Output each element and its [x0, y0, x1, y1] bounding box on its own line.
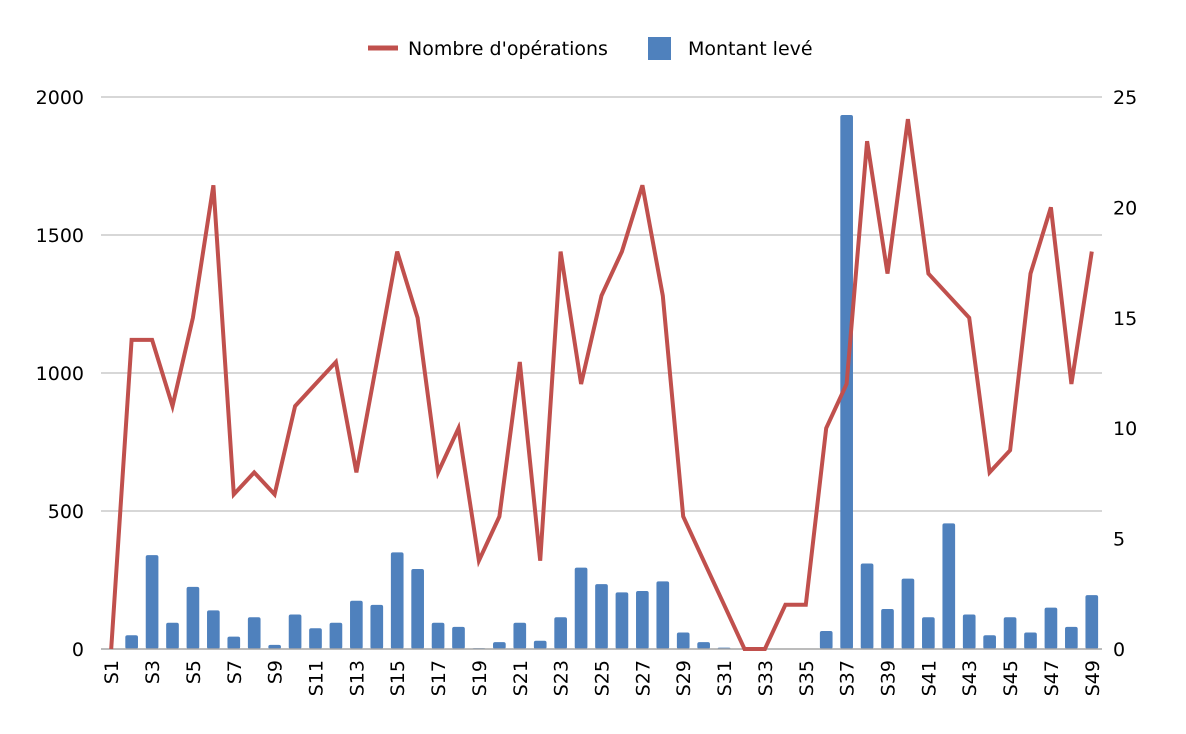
x-tick-S25: S25: [592, 660, 614, 696]
y-right-tick-3: 15: [1113, 308, 1137, 330]
legend-swatch-amount: [648, 37, 671, 60]
y-right-tick-labels: 0 5 10 15 20 25: [1113, 87, 1137, 661]
x-tick-S1: S1: [101, 660, 123, 684]
bar-S48: [1065, 626, 1078, 649]
bar-S4: [166, 622, 179, 649]
bar-S18: [452, 626, 465, 649]
x-tick-S15: S15: [387, 660, 409, 696]
legend: Nombre d'opérations Montant levé: [368, 37, 813, 60]
x-tick-S45: S45: [1000, 660, 1022, 696]
y-right-tick-5: 25: [1113, 87, 1137, 109]
bar-S17: [431, 622, 445, 649]
y-left-tick-1: 500: [48, 501, 84, 523]
x-tick-S33: S33: [755, 660, 777, 696]
y-left-tick-2: 1000: [36, 363, 84, 385]
x-tick-labels: S1 S3 S5 S7 S9 S11 S13 S15 S17 S19 S21 S23 S25 S27 S29…: [101, 660, 1104, 696]
bar-S40: [901, 578, 915, 649]
bar-S15: [390, 552, 404, 649]
bar-S45: [1003, 617, 1017, 649]
x-tick-S35: S35: [796, 660, 818, 696]
y-left-tick-labels: 0 500 1000 1500 2000: [36, 87, 84, 661]
bar-S10: [288, 614, 302, 649]
x-tick-S11: S11: [306, 660, 328, 696]
y-right-tick-4: 20: [1113, 197, 1137, 219]
y-right-tick-1: 5: [1113, 529, 1125, 551]
bar-S30: [697, 642, 710, 649]
bar-S6: [207, 610, 220, 649]
bar-S44: [983, 635, 996, 649]
x-tick-S7: S7: [224, 660, 246, 684]
y-right-tick-2: 10: [1113, 418, 1137, 440]
bar-S29: [676, 632, 690, 649]
bar-S42: [942, 523, 956, 649]
bar-S22: [533, 640, 547, 649]
line-series: [109, 118, 1094, 651]
x-tick-S3: S3: [142, 660, 164, 684]
x-tick-S41: S41: [918, 660, 940, 696]
y-right-tick-0: 0: [1113, 639, 1125, 661]
bar-S3: [145, 555, 159, 649]
bar-S21: [513, 622, 527, 649]
bar-S39: [881, 608, 894, 649]
bar-S9: [268, 644, 281, 649]
bar-S49: [1085, 595, 1099, 649]
bar-S25: [595, 584, 608, 649]
x-tick-S5: S5: [183, 660, 205, 684]
x-tick-S21: S21: [510, 660, 532, 696]
x-tick-S49: S49: [1082, 660, 1104, 696]
bar-S20: [493, 642, 506, 649]
x-tick-S39: S39: [878, 660, 900, 696]
bar-S27: [636, 591, 649, 649]
bar-S12: [329, 622, 343, 649]
bar-S28: [656, 581, 670, 649]
legend-label-operations: Nombre d'opérations: [408, 38, 608, 60]
x-tick-S19: S19: [469, 660, 491, 696]
bar-S5: [186, 586, 200, 649]
y-left-tick-4: 2000: [36, 87, 84, 109]
bar-S36: [819, 631, 833, 649]
y-left-tick-0: 0: [72, 639, 84, 661]
bar-S38: [860, 563, 874, 649]
x-tick-S37: S37: [837, 660, 859, 696]
bar-S14: [370, 604, 384, 649]
bar-S7: [227, 636, 241, 649]
x-tick-S31: S31: [714, 660, 736, 696]
x-tick-S17: S17: [428, 660, 450, 696]
gridlines: [101, 96, 1102, 512]
x-tick-S9: S9: [265, 660, 287, 684]
x-tick-S23: S23: [551, 660, 573, 696]
x-tick-S29: S29: [673, 660, 695, 696]
bar-S2: [125, 635, 138, 649]
x-tick-S43: S43: [959, 660, 981, 696]
bar-S46: [1024, 632, 1037, 649]
y-left-tick-3: 1500: [36, 225, 84, 247]
x-tick-S13: S13: [346, 660, 368, 696]
bar-S47: [1044, 607, 1058, 649]
bar-S13: [350, 600, 363, 649]
x-tick-S47: S47: [1041, 660, 1063, 696]
bar-S24: [574, 567, 588, 649]
bar-S8: [247, 617, 261, 649]
bar-S41: [922, 617, 935, 649]
bar-S23: [554, 617, 567, 649]
bar-S16: [411, 568, 424, 649]
bar-S11: [309, 628, 322, 649]
bar-S26: [615, 592, 629, 649]
bar-S43: [962, 614, 976, 649]
bar-series: [125, 114, 1099, 649]
x-tick-S27: S27: [632, 660, 654, 696]
legend-label-amount: Montant levé: [688, 38, 813, 60]
